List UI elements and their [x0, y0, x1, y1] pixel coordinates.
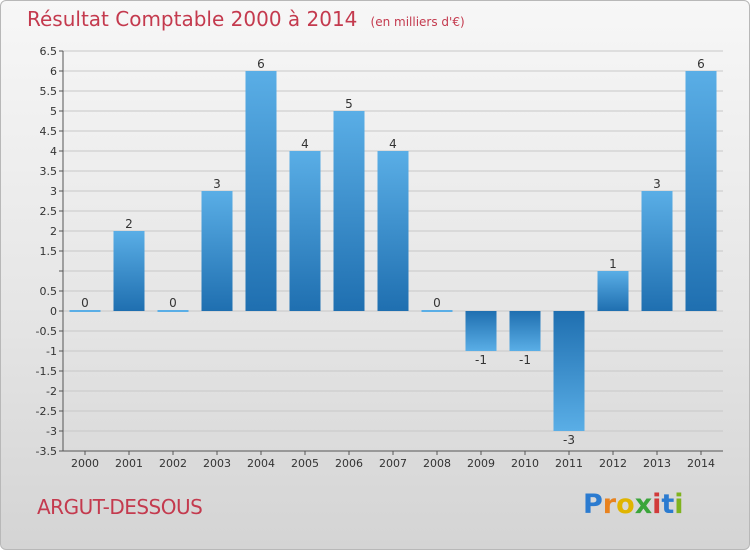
y-tick-label: 2	[50, 225, 57, 238]
data-label: 0	[433, 296, 441, 310]
bar	[113, 231, 145, 311]
x-tick-label: 2004	[247, 457, 275, 470]
y-tick-label: 4	[50, 145, 57, 158]
logo-letter: P	[583, 489, 603, 520]
bar	[333, 111, 365, 311]
x-tick-label: 2002	[159, 457, 187, 470]
bar	[201, 191, 233, 311]
bar	[553, 311, 585, 431]
x-tick-label: 2011	[555, 457, 583, 470]
y-tick-label: 0	[50, 305, 57, 318]
data-label: 0	[81, 296, 89, 310]
bar	[509, 311, 541, 351]
y-tick-label: 0.5	[40, 285, 58, 298]
x-tick-label: 2014	[687, 457, 715, 470]
data-label: 3	[653, 177, 661, 191]
bar	[289, 151, 321, 311]
proxiti-logo[interactable]: Proxiti	[583, 489, 684, 520]
data-label: 4	[389, 137, 397, 151]
data-label: -1	[519, 353, 531, 367]
y-tick-label: -2.5	[36, 405, 57, 418]
bar	[245, 71, 277, 311]
title-main: Résultat Comptable 2000 à 2014	[27, 7, 358, 31]
data-label: 6	[257, 57, 265, 71]
bar	[377, 151, 409, 311]
x-tick-label: 2013	[643, 457, 671, 470]
y-tick-label: -3.5	[36, 445, 57, 458]
y-tick-label: -3	[46, 425, 57, 438]
y-tick-label: -2	[46, 385, 57, 398]
data-label: 6	[697, 57, 705, 71]
x-tick-label: 2006	[335, 457, 363, 470]
y-tick-label: 5	[50, 105, 57, 118]
x-tick-label: 2008	[423, 457, 451, 470]
x-tick-label: 2005	[291, 457, 319, 470]
y-tick-label: 6.5	[40, 45, 58, 58]
data-label: 5	[345, 97, 353, 111]
x-tick-label: 2003	[203, 457, 231, 470]
x-tick-label: 2000	[71, 457, 99, 470]
y-tick-label: 4.5	[40, 125, 58, 138]
data-label: 0	[169, 296, 177, 310]
bar	[157, 310, 189, 312]
logo-letter: x	[634, 489, 653, 520]
bar	[641, 191, 673, 311]
y-tick-label: 6	[50, 65, 57, 78]
x-tick-label: 2007	[379, 457, 407, 470]
y-tick-label: 3	[50, 185, 57, 198]
y-tick-label: -1	[46, 345, 57, 358]
chart-title: Résultat Comptable 2000 à 2014 (en milli…	[27, 7, 465, 31]
data-label: 4	[301, 137, 309, 151]
data-label: -1	[475, 353, 487, 367]
x-tick-label: 2010	[511, 457, 539, 470]
data-label: 3	[213, 177, 221, 191]
logo-letter: r	[602, 489, 617, 520]
y-tick-label: 1.5	[40, 245, 58, 258]
y-tick-label: 2.5	[40, 205, 58, 218]
logo-letter: o	[616, 489, 635, 520]
title-subtitle: (en milliers d'€)	[370, 15, 465, 29]
x-tick-label: 2009	[467, 457, 495, 470]
bar	[69, 310, 101, 312]
logo-letter: i	[652, 489, 662, 520]
logo-letter: t	[661, 489, 675, 520]
data-label: 1	[609, 257, 617, 271]
bar	[465, 311, 497, 351]
y-tick-label: -1.5	[36, 365, 57, 378]
x-tick-label: 2001	[115, 457, 143, 470]
x-tick-label: 2012	[599, 457, 627, 470]
bar	[685, 71, 717, 311]
data-label: 2	[125, 217, 133, 231]
y-tick-label: 3.5	[40, 165, 58, 178]
data-label: -3	[563, 433, 575, 447]
y-tick-label: 5.5	[40, 85, 58, 98]
town-name: ARGUT-DESSOUS	[37, 495, 203, 519]
y-tick-label: -0.5	[36, 325, 57, 338]
bar	[597, 271, 629, 311]
bar	[421, 310, 453, 312]
logo-letter: i	[674, 489, 684, 520]
